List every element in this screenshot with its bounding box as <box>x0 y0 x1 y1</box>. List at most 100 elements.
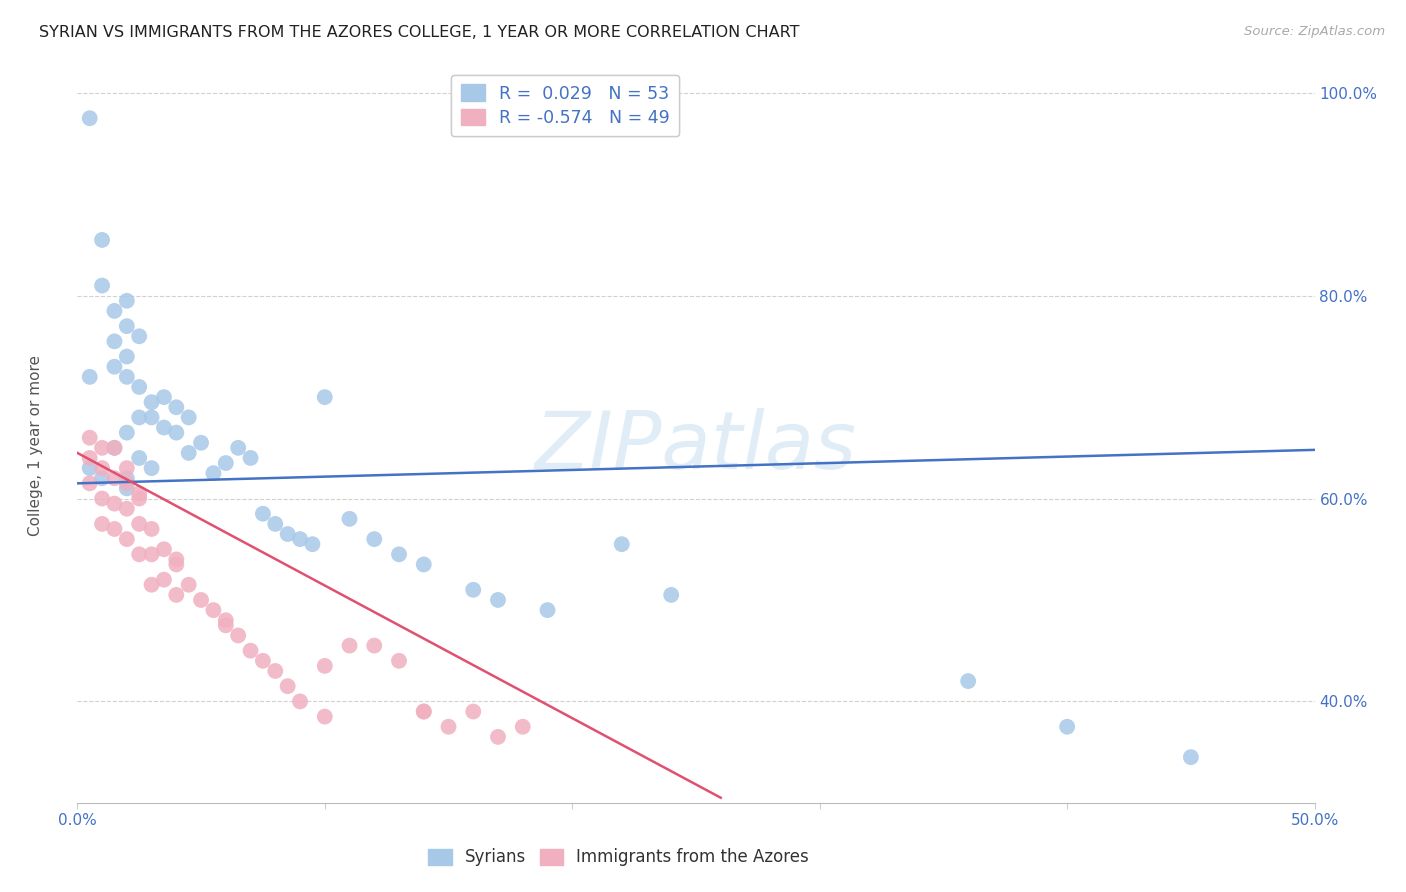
Point <box>91 278 114 293</box>
Point <box>301 537 323 551</box>
Point <box>264 516 287 531</box>
Point <box>388 654 411 668</box>
Point <box>115 471 138 485</box>
Point <box>91 441 114 455</box>
Point <box>115 425 138 440</box>
Point <box>91 471 114 485</box>
Point <box>239 643 262 657</box>
Point <box>610 537 633 551</box>
Point <box>486 593 509 607</box>
Point <box>128 380 150 394</box>
Point <box>79 369 101 384</box>
Point <box>215 618 238 632</box>
Point <box>128 450 150 465</box>
Point <box>141 395 163 409</box>
Point <box>277 527 299 541</box>
Point <box>153 542 176 557</box>
Text: Source: ZipAtlas.com: Source: ZipAtlas.com <box>1244 25 1385 38</box>
Point <box>91 461 114 475</box>
Point <box>957 674 980 689</box>
Point <box>1056 720 1078 734</box>
Point <box>177 446 200 460</box>
Point <box>288 694 311 708</box>
Point <box>103 359 125 374</box>
Point <box>115 319 138 334</box>
Point <box>79 476 101 491</box>
Point <box>128 491 150 506</box>
Point <box>103 471 125 485</box>
Point <box>264 664 287 678</box>
Point <box>141 522 163 536</box>
Point <box>165 425 187 440</box>
Point <box>314 659 336 673</box>
Point <box>115 350 138 364</box>
Point <box>115 501 138 516</box>
Point <box>252 507 274 521</box>
Point <box>412 705 434 719</box>
Point <box>128 516 150 531</box>
Point <box>363 532 385 546</box>
Point <box>153 573 176 587</box>
Point <box>165 588 187 602</box>
Point <box>128 329 150 343</box>
Text: College, 1 year or more: College, 1 year or more <box>28 356 42 536</box>
Point <box>128 410 150 425</box>
Point <box>190 593 212 607</box>
Point <box>339 639 361 653</box>
Point <box>153 390 176 404</box>
Point <box>91 233 114 247</box>
Point <box>388 547 411 561</box>
Point <box>165 552 187 566</box>
Point <box>91 516 114 531</box>
Point <box>190 435 212 450</box>
Point <box>412 558 434 572</box>
Point <box>115 532 138 546</box>
Point <box>103 334 125 349</box>
Point <box>226 441 249 455</box>
Point <box>141 547 163 561</box>
Point <box>463 705 485 719</box>
Point <box>128 547 150 561</box>
Point <box>177 578 200 592</box>
Legend: R =  0.029   N = 53, R = -0.574   N = 49: R = 0.029 N = 53, R = -0.574 N = 49 <box>451 75 679 136</box>
Point <box>115 476 138 491</box>
Point <box>277 679 299 693</box>
Point <box>79 461 101 475</box>
Point <box>141 461 163 475</box>
Point <box>1180 750 1202 764</box>
Point <box>103 304 125 318</box>
Point <box>79 112 101 126</box>
Point <box>79 431 101 445</box>
Point <box>177 410 200 425</box>
Point <box>486 730 509 744</box>
Point <box>141 578 163 592</box>
Point <box>165 401 187 415</box>
Point <box>339 512 361 526</box>
Point <box>314 709 336 723</box>
Point <box>153 420 176 434</box>
Point <box>103 497 125 511</box>
Point <box>165 558 187 572</box>
Point <box>412 705 434 719</box>
Point <box>202 603 225 617</box>
Point <box>437 720 460 734</box>
Point <box>215 613 238 627</box>
Point <box>103 522 125 536</box>
Point <box>215 456 238 470</box>
Legend: Syrians, Immigrants from the Azores: Syrians, Immigrants from the Azores <box>420 840 817 875</box>
Point <box>91 491 114 506</box>
Point <box>128 486 150 500</box>
Point <box>202 466 225 480</box>
Point <box>226 628 249 642</box>
Point <box>512 720 534 734</box>
Point <box>103 441 125 455</box>
Point <box>79 450 101 465</box>
Point <box>363 639 385 653</box>
Point <box>536 603 558 617</box>
Point <box>288 532 311 546</box>
Text: SYRIAN VS IMMIGRANTS FROM THE AZORES COLLEGE, 1 YEAR OR MORE CORRELATION CHART: SYRIAN VS IMMIGRANTS FROM THE AZORES COL… <box>39 25 800 40</box>
Point <box>115 369 138 384</box>
Point <box>115 482 138 496</box>
Point <box>314 390 336 404</box>
Text: ZIPatlas: ZIPatlas <box>534 409 858 486</box>
